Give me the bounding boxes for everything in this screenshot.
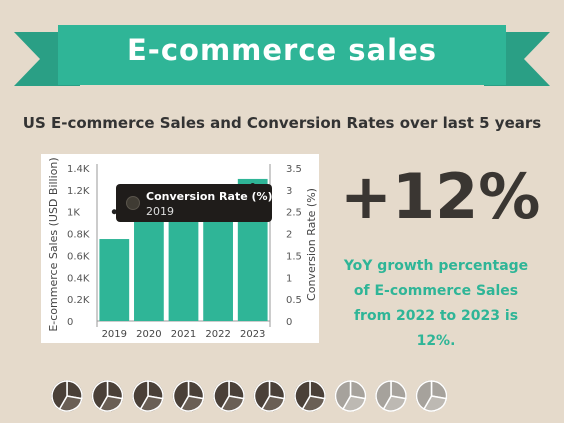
pie-icon-filled — [213, 380, 245, 412]
pie-icon-filled — [253, 380, 286, 412]
banner-title: E-commerce sales — [126, 33, 438, 67]
pie-icon-filled — [51, 380, 83, 412]
pie-icon-filled — [172, 380, 205, 412]
y2-tick-label: 0.5 — [286, 295, 302, 306]
pie-icon-filled — [91, 380, 124, 412]
y2-tick-label: 2.5 — [286, 208, 302, 219]
pie-icon-filled — [132, 380, 164, 412]
y-tick-label: 0.6K — [67, 251, 90, 262]
pie-icon-row — [51, 380, 448, 412]
y2-tick-label: 1.5 — [286, 251, 302, 262]
y-tick-label: 1.4K — [67, 164, 90, 175]
y2-tick-label: 3.5 — [286, 164, 302, 175]
bar-chart: 0 0.2K 0.4K 0.6K 0.8K 1K 1.2K 1.4K 0 0.5 1 1.5 2 2.5 3… — [47, 157, 318, 340]
conversion-rate-point-2019 — [111, 209, 117, 215]
x-tick-label: 2022 — [205, 329, 230, 340]
x-tick-label: 2023 — [240, 329, 265, 340]
chart-tooltip: Conversion Rate (%): 2.50 2019 — [116, 184, 308, 222]
chart-panel: 0 0.2K 0.4K 0.6K 0.8K 1K 1.2K 1.4K 0 0.5 1 1.5 2 2.5 3… — [41, 154, 319, 343]
pie-icon-empty — [375, 380, 407, 412]
chart-title: US E-commerce Sales and Conversion Rates… — [22, 114, 542, 132]
tooltip-label: Conversion Rate (%): 2.50 — [146, 190, 308, 203]
pie-icon-filled — [294, 380, 326, 412]
tooltip-series-dot — [126, 196, 140, 210]
y2-tick-label: 2 — [286, 230, 292, 241]
banner-body — [58, 25, 506, 85]
y-tick-label: 0.4K — [67, 273, 90, 284]
y2-tick-label: 1 — [286, 273, 292, 284]
growth-description: YoY growth percentage of E-commerce Sale… — [343, 258, 529, 349]
bar-2019 — [99, 239, 130, 321]
y-tick-label: 1.2K — [67, 186, 90, 197]
y-axis-title: E-commerce Sales (USD Billion) — [47, 157, 60, 331]
y2-axis-title: Conversion Rate (%) — [305, 188, 318, 301]
pie-icon-empty — [415, 380, 448, 412]
x-tick-label: 2019 — [102, 329, 127, 340]
y-tick-label: 0.2K — [67, 295, 90, 306]
y-tick-label: 0 — [67, 317, 73, 328]
pie-icon-empty — [334, 380, 367, 412]
y2-tick-label: 3 — [286, 186, 292, 197]
x-tick-label: 2021 — [171, 329, 196, 340]
y2-tick-label: 0 — [286, 317, 292, 328]
tooltip-year: 2019 — [146, 205, 174, 218]
growth-big-number: +12% — [340, 160, 541, 233]
x-tick-label: 2020 — [136, 329, 161, 340]
y-tick-label: 0.8K — [67, 230, 90, 241]
y-tick-label: 1K — [67, 208, 80, 219]
title-banner — [14, 25, 550, 86]
